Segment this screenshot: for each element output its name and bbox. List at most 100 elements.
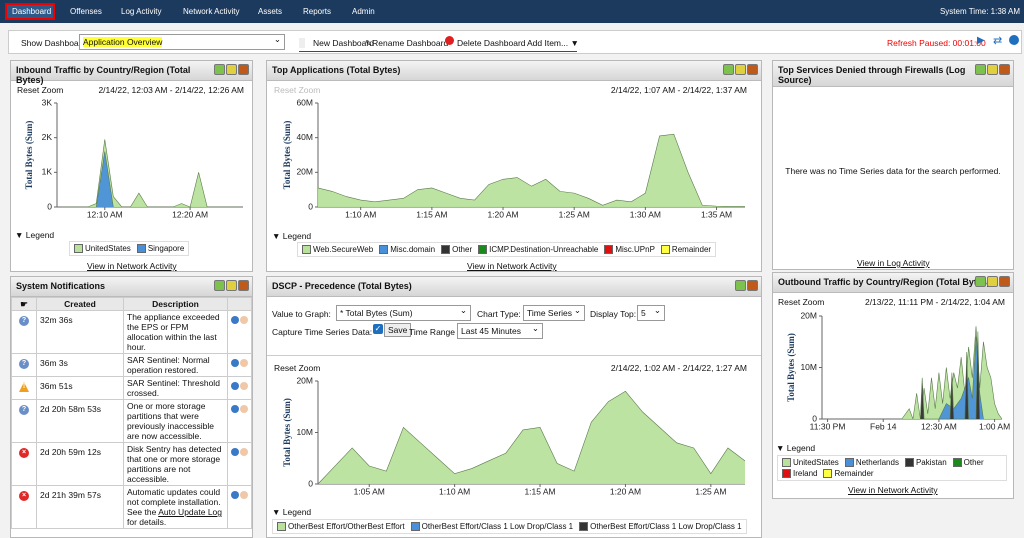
- legend-item: OtherBest Effort/Class 1 Low Drop/Class …: [579, 522, 742, 531]
- new-button[interactable]: New Dashboard: [299, 38, 374, 48]
- widget-icons[interactable]: [214, 64, 249, 75]
- help-action[interactable]: [231, 359, 239, 367]
- view-link[interactable]: View in Network Activity: [848, 485, 938, 495]
- rename-button[interactable]: ✎Rename Dashboard: [365, 38, 449, 48]
- legend-item: ICMP.Destination-Unreachable: [478, 245, 598, 254]
- help-action[interactable]: [231, 405, 239, 413]
- legend-item: Remainder: [660, 245, 711, 254]
- help-action[interactable]: [231, 448, 239, 456]
- legend-item: OtherBest Effort/Class 1 Low Drop/Class …: [410, 522, 573, 531]
- delete-button[interactable]: Delete Dashboard: [457, 38, 526, 48]
- show-label: Show Dashboard:: [21, 38, 89, 48]
- view-link[interactable]: View in Network Activity: [467, 261, 557, 271]
- legend-item: UnitedStates: [74, 244, 131, 253]
- info-icon: ?: [19, 359, 29, 369]
- header-row: ☛ Created Description: [11, 297, 252, 311]
- widget-icons[interactable]: [214, 280, 249, 291]
- widget-icons[interactable]: [735, 280, 758, 291]
- description-header: Description: [123, 297, 228, 311]
- notification-row: ! 36m 51s SAR Sentinel: Threshold crossed.: [11, 376, 252, 400]
- notification-row: ? 36m 3s SAR Sentinel: Normal operation re…: [11, 353, 252, 377]
- help-icon[interactable]: [1009, 35, 1019, 45]
- play-icon[interactable]: ▶: [977, 35, 985, 46]
- view-link[interactable]: View in Network Activity: [87, 261, 177, 271]
- legend-swatch: [904, 458, 914, 467]
- help-action[interactable]: [231, 316, 239, 324]
- tab-highlight: [5, 3, 55, 20]
- save-button[interactable]: Save: [384, 323, 412, 337]
- legend-title-text: Legend: [282, 231, 312, 241]
- created-cell: 2d 20h 58m 53s: [36, 399, 124, 443]
- notifications-widget: System Notifications ☛ Created Description…: [10, 276, 253, 538]
- tab[interactable]: Log Activity: [121, 7, 162, 16]
- help-action[interactable]: [231, 491, 239, 499]
- legend-title[interactable]: ▼ Legend: [272, 507, 312, 517]
- dismiss-action[interactable]: [240, 491, 248, 499]
- value-select[interactable]: * Total Bytes (Sum): [336, 305, 471, 321]
- legend-title[interactable]: ▼ Legend: [15, 230, 55, 240]
- action-header: [227, 297, 252, 311]
- legend-title[interactable]: ▼ Legend: [272, 231, 312, 241]
- dismiss-action[interactable]: [240, 359, 248, 367]
- legend-swatch: [660, 245, 670, 254]
- reset-zoom[interactable]: Reset Zoom: [17, 85, 64, 95]
- dismiss-action[interactable]: [240, 316, 248, 324]
- log-link[interactable]: Auto Update Log: [158, 507, 223, 517]
- dismiss-action[interactable]: [240, 405, 248, 413]
- add-item-text: Add Item...: [527, 38, 569, 48]
- dashboard-select[interactable]: Application Overview: [79, 34, 285, 50]
- icon-cell: ×: [11, 442, 37, 486]
- legend-label: UnitedStates: [85, 244, 131, 253]
- chart-type-select[interactable]: Time Series: [523, 305, 585, 321]
- capture-checkbox[interactable]: ✓: [373, 324, 383, 334]
- time-range: 2/13/22, 11:11 PM - 2/14/22, 1:04 AM: [864, 297, 1005, 307]
- dismiss-action[interactable]: [240, 448, 248, 456]
- tab[interactable]: Admin: [352, 7, 375, 16]
- widget-icons[interactable]: [975, 64, 1010, 75]
- legend-label: Singapore: [147, 244, 185, 253]
- notification-row: × 2d 21h 39m 57s Automatic updates could n…: [11, 485, 252, 529]
- legend-swatch: [277, 522, 286, 531]
- reset-zoom[interactable]: Reset Zoom: [274, 85, 321, 95]
- time-range-select[interactable]: Last 45 Minutes: [457, 323, 543, 339]
- description-cell: SAR Sentinel: Normal operation restored.: [123, 353, 228, 377]
- legend-label: ICMP.Destination-Unreachable: [489, 245, 599, 254]
- warning-icon: !: [19, 382, 29, 392]
- widget-title: DSCP - Precedence (Total Bytes): [267, 277, 761, 297]
- dismiss-action[interactable]: [240, 382, 248, 390]
- add-item-button[interactable]: Add Item... ▼: [527, 38, 579, 48]
- refresh-icon[interactable]: ⇄: [993, 35, 1003, 47]
- display-top-select[interactable]: 5: [637, 305, 665, 321]
- legend-title[interactable]: ▼ Legend: [776, 443, 816, 453]
- reset-zoom[interactable]: Reset Zoom: [778, 297, 825, 307]
- dscp-widget: DSCP - Precedence (Total Bytes) Value to…: [266, 276, 762, 538]
- reset-zoom[interactable]: Reset Zoom: [274, 363, 321, 373]
- tab[interactable]: Dashboard: [12, 7, 52, 16]
- nav-bar: Dashboard Offenses Log Activity Network …: [0, 0, 1024, 23]
- view-link[interactable]: View in Log Activity: [857, 258, 930, 268]
- legend: OtherBest Effort/OtherBest Effort OtherBe…: [272, 519, 747, 534]
- legend-label: UnitedStates: [793, 458, 839, 467]
- help-action[interactable]: [231, 382, 239, 390]
- legend-label: Misc.UPnP: [615, 245, 655, 254]
- tab[interactable]: Offenses: [70, 7, 102, 16]
- legend-swatch: [844, 458, 854, 467]
- icon-cell: ?: [11, 399, 37, 443]
- tab[interactable]: Reports: [303, 7, 332, 16]
- legend: Web.SecureWeb Misc.domain Other ICMP.Destin…: [297, 242, 717, 257]
- widget-icons[interactable]: [723, 64, 758, 75]
- widget-icons[interactable]: [975, 276, 1010, 287]
- description-cell: The appliance exceeded the EPS or FPM al…: [123, 310, 228, 354]
- tab[interactable]: Assets: [258, 7, 283, 16]
- legend-swatch: [74, 244, 83, 253]
- legend: UnitedStates Singapore: [69, 241, 190, 256]
- legend-item: OtherBest Effort/OtherBest Effort: [277, 522, 405, 531]
- tab[interactable]: Network Activity: [183, 7, 240, 16]
- action-cell: [227, 399, 252, 443]
- icon-cell: ?: [11, 353, 37, 377]
- legend-label: Ireland: [793, 469, 818, 478]
- time-range: 2/14/22, 12:03 AM - 2/14/22, 12:26 AM: [98, 85, 244, 95]
- icon-cell: ×: [11, 485, 37, 529]
- legend-swatch: [302, 245, 311, 254]
- error-icon: ×: [19, 491, 29, 501]
